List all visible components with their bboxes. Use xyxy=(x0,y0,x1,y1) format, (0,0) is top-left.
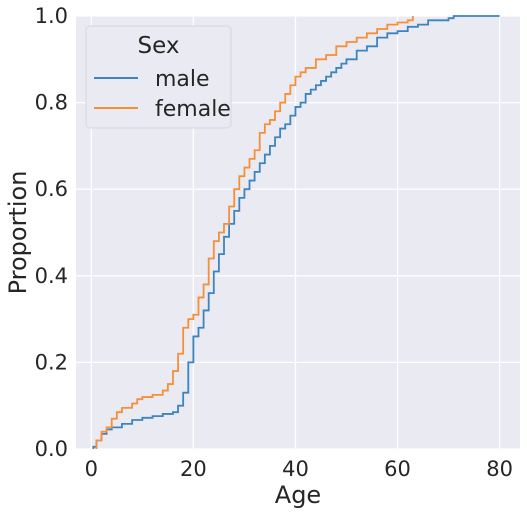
y-tick-label: 0.0 xyxy=(35,437,68,461)
y-tick-label: 1.0 xyxy=(35,4,68,28)
y-tick-labels: 0.0 0.2 0.4 0.6 0.8 1.0 xyxy=(35,4,68,461)
x-tick-label: 0 xyxy=(85,457,98,481)
x-tick-labels: 0 20 40 60 80 xyxy=(85,457,513,481)
series-line-female xyxy=(95,16,414,449)
y-axis-label: Proportion xyxy=(4,171,32,295)
series-lines xyxy=(92,15,500,449)
legend-title: Sex xyxy=(138,33,180,59)
x-tick-label: 60 xyxy=(384,457,411,481)
x-tick-label: 40 xyxy=(282,457,309,481)
y-tick-label: 0.6 xyxy=(35,177,68,201)
y-tick-label: 0.8 xyxy=(35,91,68,115)
grid-lines xyxy=(76,15,520,450)
y-tick-label: 0.4 xyxy=(35,264,68,288)
series-line-male xyxy=(92,15,500,449)
x-tick-label: 80 xyxy=(486,457,513,481)
x-axis-label: Age xyxy=(275,481,321,509)
legend: Sex male female xyxy=(85,25,232,129)
x-tick-label: 20 xyxy=(180,457,207,481)
legend-box xyxy=(85,25,232,129)
y-tick-label: 0.2 xyxy=(35,350,68,374)
legend-label-male: male xyxy=(155,67,210,92)
legend-label-female: female xyxy=(155,97,231,122)
